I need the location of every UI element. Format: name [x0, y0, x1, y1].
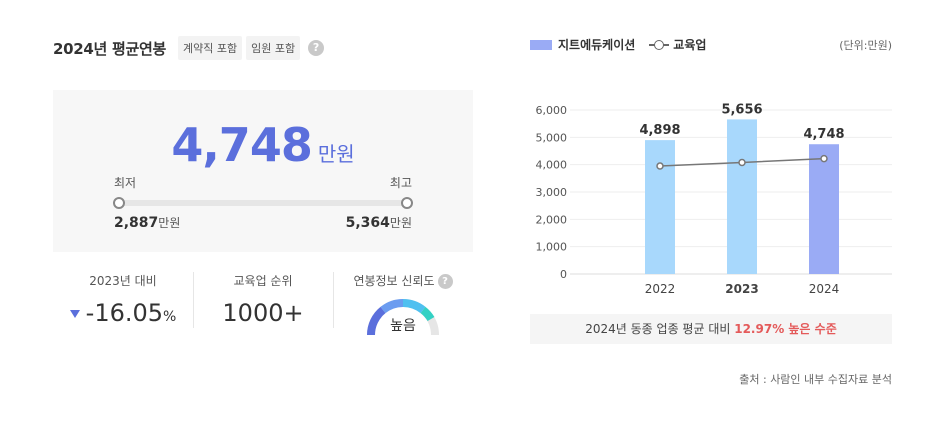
reliability-value: 높음: [390, 318, 416, 334]
min-salary-value: 2,887: [114, 215, 159, 231]
bar-value-label: 4,898: [639, 123, 680, 138]
summary-highlight: 12.97% 높은 수준: [734, 322, 837, 336]
reliability-label-row: 연봉정보 신뢰도?: [333, 272, 473, 289]
reliability-gauge: 높음: [363, 295, 443, 337]
yoy-label: 2023년 대비: [89, 274, 157, 288]
max-salary: 5,364만원: [346, 214, 412, 231]
bar: [809, 144, 839, 274]
legend-industry-swatch: [649, 39, 670, 50]
x-tick-label: 2023: [725, 282, 758, 296]
y-tick-label: 4,000: [536, 159, 568, 172]
comparison-summary: 2024년 동종 업종 평균 대비 12.97% 높은 수준: [530, 314, 892, 344]
range-track: [118, 200, 408, 206]
y-tick-label: 5,000: [536, 131, 568, 144]
bar: [727, 119, 757, 274]
reliability-stat: 연봉정보 신뢰도? 높음: [333, 268, 473, 337]
range-max-knob: [401, 197, 413, 209]
salary-bar-chart: 0 1,000 2,000 3,000 4,000 5,000 6,000 4,898 2022…: [536, 102, 892, 296]
min-label: 최저: [114, 176, 137, 190]
industry-point: [656, 162, 664, 170]
industry-point: [820, 154, 828, 163]
salary-chart-panel: 지트에듀케이션 교육업 (단위:만원) 0 1,000 2,000 3,000 4,00…: [530, 0, 892, 432]
yoy-percent: %: [163, 309, 177, 325]
legend-industry: 교육업: [673, 38, 707, 52]
chart-unit: (단위:만원): [839, 39, 892, 52]
x-tick-label: 2024: [809, 282, 840, 296]
data-source: 출처 : 사람인 내부 수집자료 분석: [739, 373, 892, 386]
industry-point: [738, 158, 746, 167]
rank-stat: 교육업 순위 1000+: [193, 268, 333, 334]
x-tick-label: 2022: [645, 282, 676, 296]
gauge-arc: [366, 298, 439, 336]
yoy-stat: 2023년 대비 -16.05%: [53, 268, 193, 334]
tag-executive: 임원 포함: [246, 36, 301, 60]
min-salary-unit: 만원: [158, 216, 181, 230]
rank-value: 1000+: [222, 299, 304, 327]
stat-divider: [193, 272, 194, 328]
y-tick-label: 2,000: [536, 213, 568, 226]
bar-value-label: 5,656: [721, 102, 762, 117]
bar-value-label: 4,748: [803, 127, 844, 142]
stat-divider: [333, 272, 334, 328]
min-salary: 2,887만원: [114, 214, 180, 231]
decrease-arrow-icon: [69, 310, 80, 318]
salary-summary-panel: 2024년 평균연봉 계약직 포함 임원 포함 ? 4,748 만원 최저 최고 …: [53, 0, 473, 432]
average-salary-value: 4,748: [171, 118, 313, 172]
max-salary-unit: 만원: [389, 216, 412, 230]
y-tick-label: 6,000: [536, 104, 568, 117]
reliability-label: 연봉정보 신뢰도: [353, 274, 435, 288]
yoy-number: -16.05: [85, 299, 164, 327]
y-tick-label: 1,000: [536, 241, 568, 254]
yoy-value: -16.05%: [53, 299, 193, 327]
legend-company-swatch: [530, 39, 552, 50]
range-min-knob: [113, 197, 125, 209]
title-row: 2024년 평균연봉 계약직 포함 임원 포함 ?: [53, 36, 325, 60]
y-tick-label: 0: [560, 268, 567, 281]
tag-contract: 계약직 포함: [177, 36, 243, 60]
average-salary-unit: 만원: [317, 142, 355, 166]
average-salary: 4,748 만원: [53, 118, 473, 172]
max-salary-value: 5,364: [345, 215, 390, 231]
reliability-help-icon[interactable]: ?: [437, 274, 453, 289]
y-tick-label: 3,000: [536, 186, 568, 199]
max-label: 최고: [389, 176, 412, 190]
page-title: 2024년 평균연봉: [53, 39, 166, 58]
average-salary-box: 4,748 만원 최저 최고 2,887만원 5,364만원: [53, 90, 473, 252]
help-icon[interactable]: ?: [308, 40, 325, 56]
bar: [645, 140, 675, 274]
summary-text: 2024년 동종 업종 평균 대비: [585, 322, 735, 336]
chart-legend: 지트에듀케이션 교육업: [530, 36, 706, 53]
rank-label: 교육업 순위: [233, 274, 293, 288]
legend-company: 지트에듀케이션: [558, 38, 636, 52]
